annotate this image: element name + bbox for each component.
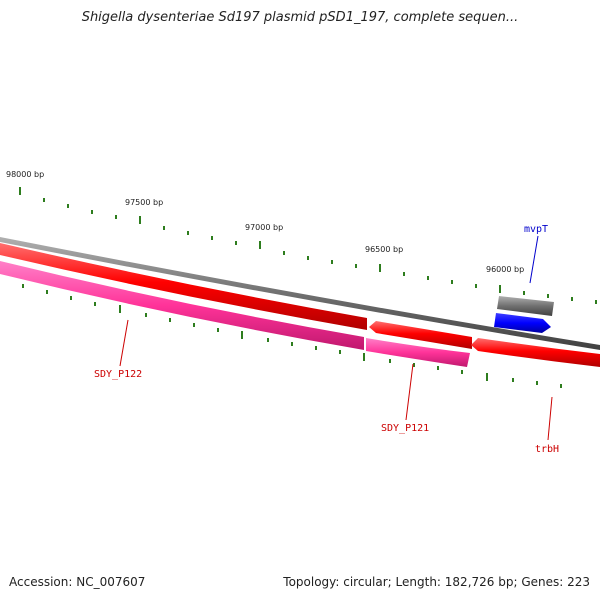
tick-label: 96500 bp bbox=[365, 245, 403, 254]
label-leader-sdy-p121 bbox=[405, 363, 414, 421]
tick-minor bbox=[475, 284, 477, 288]
tick-minor bbox=[193, 323, 195, 327]
feature-grey-mvpt[interactable] bbox=[497, 296, 554, 316]
tick-major bbox=[486, 373, 488, 381]
tick-minor bbox=[43, 198, 45, 202]
tick-major bbox=[139, 216, 141, 224]
tick-minor bbox=[523, 291, 525, 295]
tick-minor bbox=[595, 300, 597, 304]
topology-summary: Topology: circular; Length: 182,726 bp; … bbox=[283, 575, 590, 589]
cds-forward-left[interactable] bbox=[0, 243, 367, 330]
tick-minor bbox=[283, 251, 285, 255]
feature-blue-arrow[interactable] bbox=[494, 313, 551, 333]
tick-major bbox=[363, 353, 365, 361]
tick-minor bbox=[331, 260, 333, 264]
tick-minor bbox=[547, 294, 549, 298]
cds-forward-trbh[interactable] bbox=[471, 338, 600, 367]
tick-minor bbox=[217, 328, 219, 332]
tick-label: 96000 bp bbox=[486, 265, 524, 274]
tick-major bbox=[241, 331, 243, 339]
tick-label: 97500 bp bbox=[125, 198, 163, 207]
tick-minor bbox=[22, 284, 24, 288]
cds-forward-sdy-p121[interactable] bbox=[369, 321, 472, 349]
cds-reverse-sdy-p121[interactable] bbox=[366, 338, 470, 367]
tick-minor bbox=[512, 378, 514, 382]
tick-minor bbox=[163, 226, 165, 230]
tick-minor bbox=[427, 276, 429, 280]
gene-label-sdy-p122[interactable]: SDY_P122 bbox=[94, 369, 142, 380]
tick-minor bbox=[307, 256, 309, 260]
tick-minor bbox=[235, 241, 237, 245]
tick-minor bbox=[560, 384, 562, 388]
tick-minor bbox=[451, 280, 453, 284]
tick-minor bbox=[211, 236, 213, 240]
accession-text: Accession: NC_007607 bbox=[9, 575, 146, 589]
tick-minor bbox=[403, 272, 405, 276]
tick-label: 97000 bp bbox=[245, 223, 283, 232]
tick-minor bbox=[67, 204, 69, 208]
tick-minor bbox=[115, 215, 117, 219]
cds-reverse-sdy-p122[interactable] bbox=[0, 261, 364, 350]
tick-major bbox=[119, 305, 121, 313]
tick-minor bbox=[413, 363, 415, 367]
tick-label: 98000 bp bbox=[6, 170, 44, 179]
tick-major bbox=[259, 241, 261, 249]
sequence-backbone bbox=[0, 237, 600, 350]
tick-minor bbox=[187, 231, 189, 235]
tick-minor bbox=[267, 338, 269, 342]
label-leader-mvpt bbox=[529, 235, 539, 284]
gene-label-trbh[interactable]: trbH bbox=[535, 444, 559, 455]
tick-major bbox=[499, 285, 501, 293]
tick-minor bbox=[571, 297, 573, 301]
tick-minor bbox=[536, 381, 538, 385]
gene-label-sdy-p121[interactable]: SDY_P121 bbox=[381, 423, 429, 434]
tick-minor bbox=[437, 366, 439, 370]
tick-minor bbox=[389, 359, 391, 363]
label-leader-sdy-p122 bbox=[119, 319, 129, 367]
tick-minor bbox=[315, 346, 317, 350]
map-title: Shigella dysenteriae Sd197 plasmid pSD1_… bbox=[81, 10, 519, 25]
tick-minor bbox=[461, 370, 463, 374]
outer-tick-ring bbox=[19, 187, 597, 304]
tick-minor bbox=[91, 210, 93, 214]
tick-minor bbox=[94, 302, 96, 306]
tick-minor bbox=[145, 313, 147, 317]
tick-minor bbox=[169, 318, 171, 322]
tick-minor bbox=[291, 342, 293, 346]
label-leader-trbh bbox=[547, 396, 553, 441]
tick-minor bbox=[70, 296, 72, 300]
tick-minor bbox=[46, 290, 48, 294]
tick-minor bbox=[355, 264, 357, 268]
tick-major bbox=[19, 187, 21, 195]
inner-tick-ring bbox=[22, 284, 562, 388]
tick-minor bbox=[339, 350, 341, 354]
tick-major bbox=[379, 264, 381, 272]
gene-label-mvpt[interactable]: mvpT bbox=[524, 224, 548, 235]
